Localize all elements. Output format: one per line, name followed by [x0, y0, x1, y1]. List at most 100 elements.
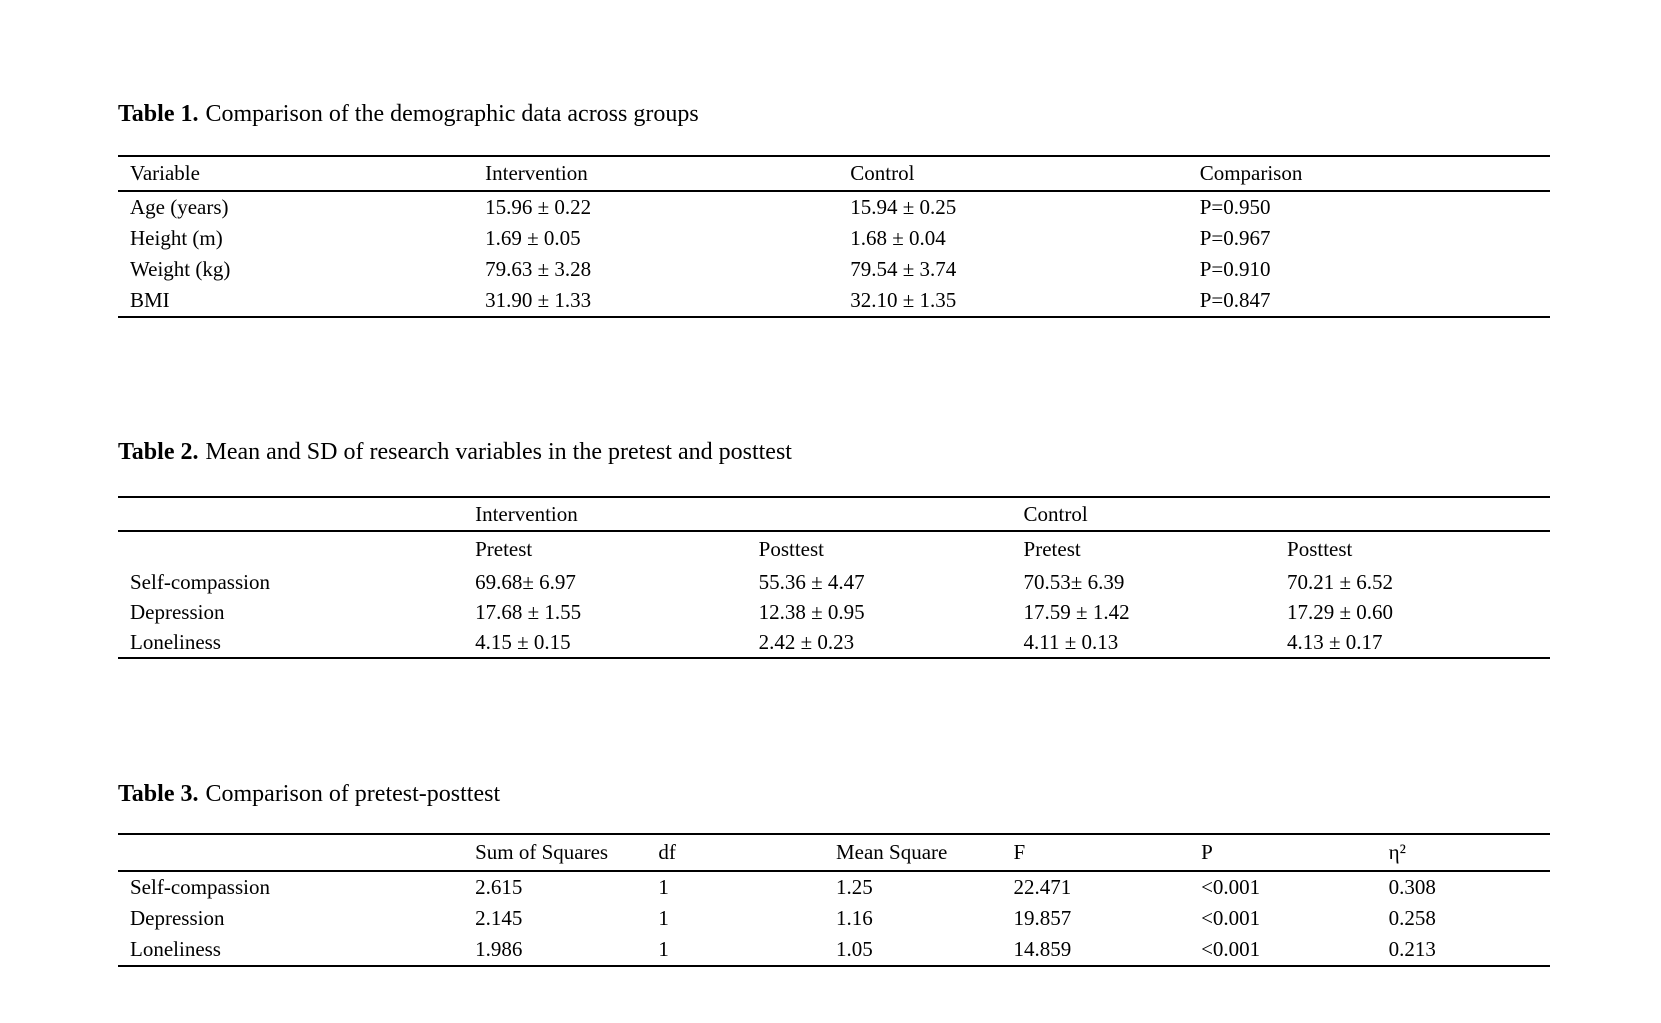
row-label: Weight (kg) — [130, 257, 231, 281]
cell-value: 4.13 ± 0.17 — [1287, 629, 1383, 654]
row-label: Height (m) — [130, 226, 223, 250]
cell-value: 22.471 — [1013, 875, 1072, 899]
cell-value: 14.859 — [1013, 937, 1072, 961]
table-row: Loneliness 1.986 1 1.05 14.859 <0.001 0.… — [118, 934, 1550, 966]
empty-header-cell — [118, 531, 463, 567]
table1-caption-label: Table 1. — [118, 101, 199, 127]
row-label: Self-compassion — [130, 875, 270, 899]
table2-group-header-row: Intervention Control — [118, 497, 1550, 532]
table1-header-row: Variable Intervention Control Comparison — [118, 156, 1550, 192]
table1-caption: Table 1. Comparison of the demographic da… — [118, 100, 1550, 128]
cell-value: 1.16 — [835, 906, 873, 930]
table2-caption: Table 2. Mean and SD of research variable… — [118, 438, 1550, 466]
table3-section: Table 3. Comparison of pretest-posttest S… — [118, 780, 1550, 967]
column-header: Pretest — [1023, 537, 1081, 561]
table-row: Self-compassion 2.615 1 1.25 22.471 <0.0… — [118, 871, 1550, 903]
table3-caption-label: Table 3. — [118, 781, 199, 807]
group-column-header: Intervention — [463, 497, 1012, 532]
cell-value: P=0.950 — [1199, 195, 1271, 219]
column-header: Comparison — [1187, 156, 1550, 192]
cell-value: 79.54 ± 3.74 — [850, 257, 957, 281]
cell-value: 4.15 ± 0.15 — [475, 629, 571, 654]
cell-value: <0.001 — [1201, 906, 1261, 930]
cell-value: 1.69 ± 0.05 — [485, 226, 581, 250]
column-header: Pretest — [475, 537, 533, 561]
cell-value: 1 — [658, 875, 669, 899]
table-row: BMI 31.90 ± 1.33 32.10 ± 1.35 P=0.847 — [118, 285, 1550, 317]
table2-mean-sd: Intervention Control Pretest Posttest Pr… — [118, 496, 1550, 659]
row-label: BMI — [130, 288, 170, 312]
row-label: Age (years) — [130, 195, 229, 219]
column-header: F — [1001, 834, 1190, 872]
table-row: Self-compassion 69.68± 6.97 55.36 ± 4.47… — [118, 567, 1550, 597]
group-column-header: Control — [1011, 497, 1550, 532]
cell-value: 12.38 ± 0.95 — [758, 599, 865, 624]
table-row: Depression 2.145 1 1.16 19.857 <0.001 0.… — [118, 903, 1550, 934]
cell-value: 17.59 ± 1.42 — [1023, 599, 1130, 624]
cell-value: 79.63 ± 3.28 — [485, 257, 592, 281]
cell-value: 17.29 ± 0.60 — [1287, 599, 1394, 624]
table3-caption: Table 3. Comparison of pretest-posttest — [118, 780, 1550, 808]
cell-value: P=0.910 — [1199, 257, 1271, 281]
table-row: Height (m) 1.69 ± 0.05 1.68 ± 0.04 P=0.9… — [118, 223, 1550, 254]
table2-sub-header-row: Pretest Posttest Pretest Posttest — [118, 531, 1550, 567]
row-label: Depression — [130, 906, 225, 930]
cell-value: 1 — [658, 937, 669, 961]
table-row: Age (years) 15.96 ± 0.22 15.94 ± 0.25 P=… — [118, 191, 1550, 223]
cell-value: 70.21 ± 6.52 — [1287, 569, 1394, 594]
column-header: Variable — [118, 156, 474, 192]
cell-value: 1.986 — [475, 937, 523, 961]
column-header: Mean Square — [823, 834, 1002, 872]
table1-caption-text: Comparison of the demographic data acros… — [205, 101, 699, 127]
cell-value: 2.42 ± 0.23 — [758, 629, 855, 654]
cell-value: <0.001 — [1201, 937, 1261, 961]
cell-value: 1 — [658, 906, 669, 930]
table-row: Depression 17.68 ± 1.55 12.38 ± 0.95 17.… — [118, 597, 1550, 627]
cell-value: 15.94 ± 0.25 — [850, 195, 957, 219]
table3-header-row: Sum of Squares df Mean Square F P η² — [118, 834, 1550, 872]
cell-value: 17.68 ± 1.55 — [475, 599, 582, 624]
cell-value: <0.001 — [1201, 875, 1261, 899]
column-header: η² — [1376, 834, 1550, 872]
column-header: Sum of Squares — [463, 834, 647, 872]
column-header: P — [1189, 834, 1377, 872]
column-header: Intervention — [473, 156, 839, 192]
cell-value: 2.615 — [475, 875, 523, 899]
table-row: Weight (kg) 79.63 ± 3.28 79.54 ± 3.74 P=… — [118, 254, 1550, 285]
cell-value: 1.25 — [835, 875, 873, 899]
row-label: Depression — [130, 599, 225, 624]
cell-value: P=0.967 — [1199, 226, 1271, 250]
table3-caption-text: Comparison of pretest-posttest — [205, 781, 501, 807]
cell-value: 1.05 — [835, 937, 873, 961]
table2-section: Table 2. Mean and SD of research variable… — [118, 438, 1550, 659]
cell-value: 15.96 ± 0.22 — [485, 195, 592, 219]
column-header: Posttest — [758, 537, 824, 561]
cell-value: 0.308 — [1388, 875, 1436, 899]
cell-value: 32.10 ± 1.35 — [850, 288, 957, 312]
cell-value: 1.68 ± 0.04 — [850, 226, 946, 250]
cell-value: 19.857 — [1013, 906, 1072, 930]
table1-demographics: Variable Intervention Control Comparison… — [118, 155, 1550, 318]
row-label: Loneliness — [130, 629, 221, 654]
cell-value: 4.11 ± 0.13 — [1023, 629, 1119, 654]
column-header: Posttest — [1287, 537, 1353, 561]
cell-value: P=0.847 — [1199, 288, 1271, 312]
cell-value: 31.90 ± 1.33 — [485, 288, 592, 312]
cell-value: 55.36 ± 4.47 — [758, 569, 865, 594]
row-label: Loneliness — [130, 937, 221, 961]
cell-value: 0.213 — [1388, 937, 1436, 961]
column-header: Control — [838, 156, 1188, 192]
table1-section: Table 1. Comparison of the demographic da… — [118, 100, 1550, 318]
empty-header-cell — [118, 834, 464, 872]
table2-caption-text: Mean and SD of research variables in the… — [205, 439, 792, 465]
table2-caption-label: Table 2. — [118, 439, 199, 465]
cell-value: 69.68± 6.97 — [475, 569, 576, 594]
table3-anova: Sum of Squares df Mean Square F P η² Sel… — [118, 833, 1550, 967]
cell-value: 70.53± 6.39 — [1023, 569, 1125, 594]
table-row: Loneliness 4.15 ± 0.15 2.42 ± 0.23 4.11 … — [118, 627, 1550, 658]
row-label: Self-compassion — [130, 569, 270, 594]
cell-value: 2.145 — [475, 906, 523, 930]
column-header: df — [646, 834, 824, 872]
empty-header-cell — [118, 497, 464, 532]
cell-value: 0.258 — [1388, 906, 1436, 930]
